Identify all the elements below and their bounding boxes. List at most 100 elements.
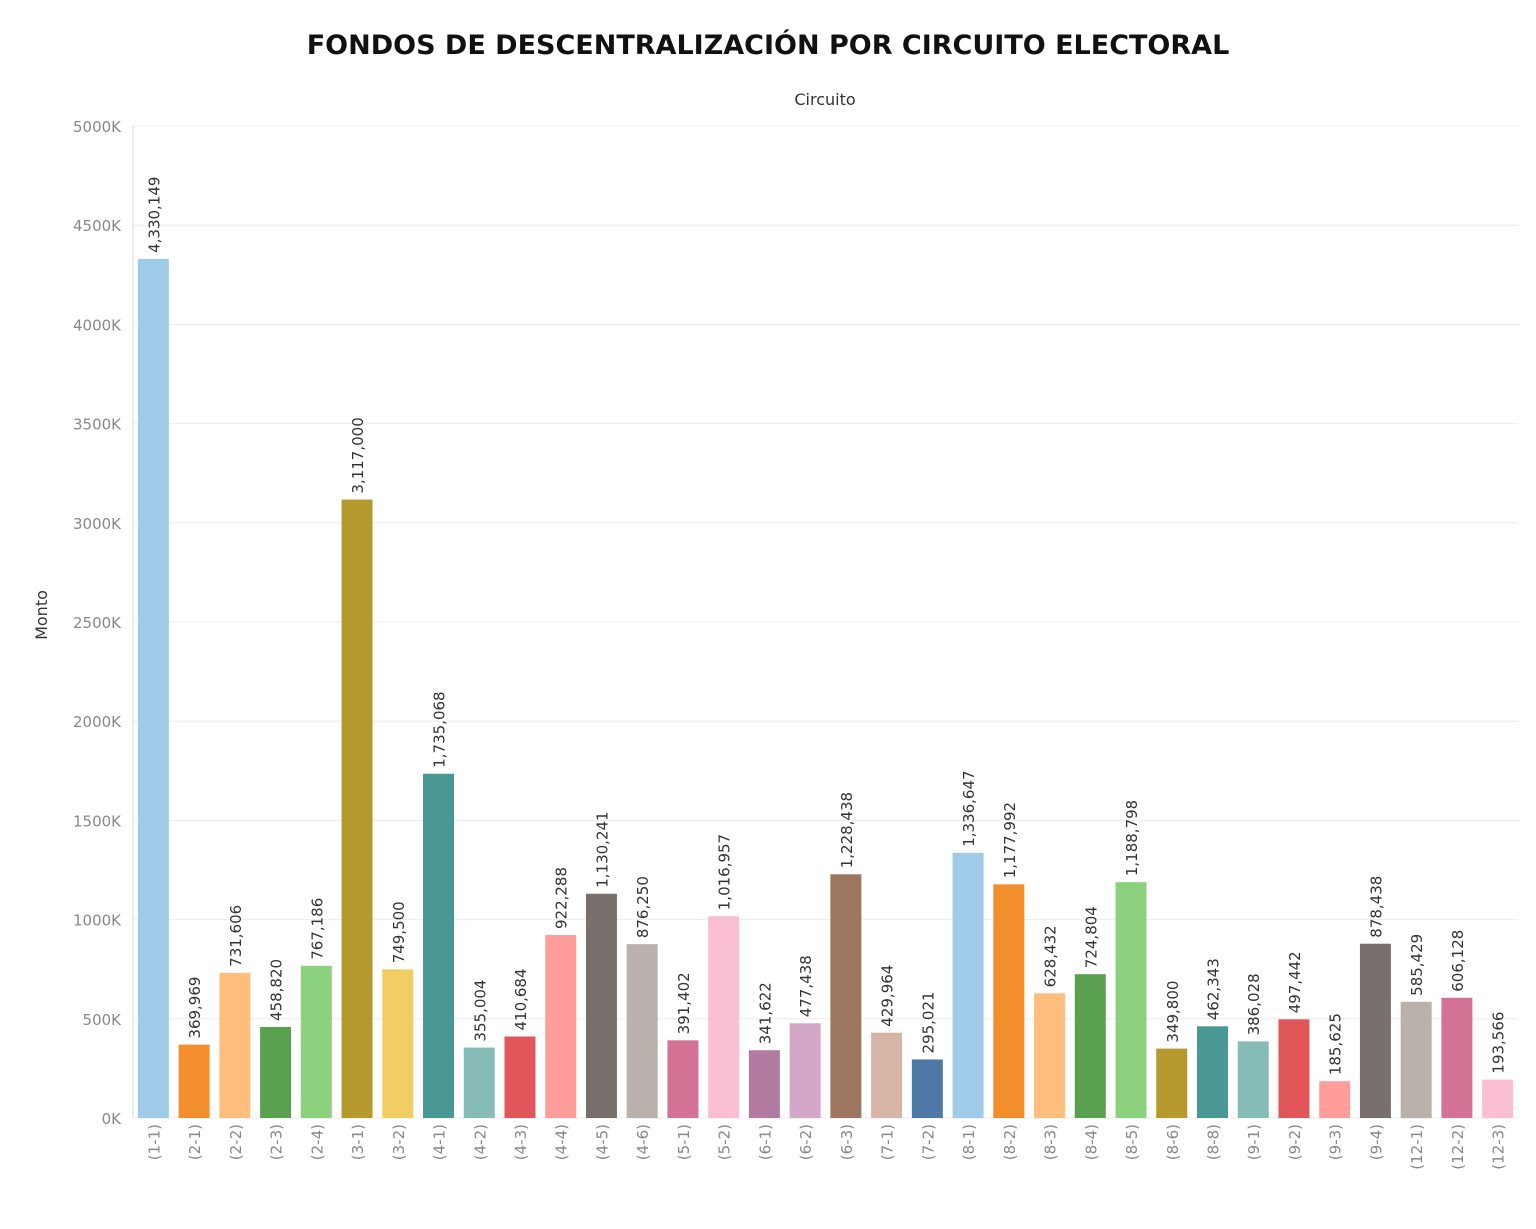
bar-value-label: 1,188,798 — [1123, 800, 1141, 876]
bar — [952, 852, 984, 1118]
bar-value-label: 295,021 — [919, 991, 937, 1053]
category-label: (6-1) — [756, 1124, 774, 1160]
y-tick-label: 4500K — [73, 217, 122, 235]
bar — [178, 1044, 210, 1118]
bar-value-label: 1,336,647 — [960, 770, 978, 846]
bar-value-label: 3,117,000 — [349, 417, 367, 493]
bar-value-label: 355,004 — [471, 980, 489, 1042]
category-label: (5-2) — [716, 1124, 734, 1160]
category-label: (8-3) — [1042, 1124, 1060, 1160]
category-label: (4-2) — [471, 1124, 489, 1160]
bar — [708, 916, 740, 1118]
bar — [1278, 1019, 1310, 1118]
bar — [1237, 1041, 1269, 1118]
bar — [585, 893, 617, 1118]
bar — [545, 935, 577, 1118]
y-tick-label: 1500K — [73, 812, 122, 830]
bar — [341, 499, 373, 1119]
category-label: (2-3) — [268, 1124, 286, 1160]
bars — [137, 258, 1514, 1119]
bar-value-label: 410,684 — [512, 968, 530, 1030]
y-tick-label: 0K — [102, 1110, 123, 1128]
bar-value-label: 731,606 — [227, 905, 245, 967]
y-tick-label: 4000K — [73, 316, 122, 334]
category-label: (3-2) — [390, 1124, 408, 1160]
bar-value-label: 4,330,149 — [145, 177, 163, 253]
category-label: (9-3) — [1327, 1124, 1345, 1160]
bar-value-label: 1,228,438 — [838, 792, 856, 868]
bar-value-label: 876,250 — [634, 876, 652, 938]
bar-value-label: 628,432 — [1042, 925, 1060, 987]
bar — [260, 1026, 292, 1118]
bar-value-label: 193,566 — [1490, 1012, 1508, 1074]
category-label: (2-4) — [308, 1124, 326, 1160]
category-labels: (1-1) (2-1) (2-2) (2-3) (2-4) (3-1) (3-2) (4-1)… — [145, 1124, 1507, 1170]
bar — [1115, 882, 1147, 1118]
bar — [993, 884, 1025, 1118]
bar-value-label: 386,028 — [1245, 973, 1263, 1035]
bar — [1482, 1079, 1514, 1118]
bar — [423, 773, 455, 1118]
bar — [382, 969, 414, 1118]
gridlines — [133, 125, 1518, 1119]
category-label: (9-4) — [1367, 1124, 1385, 1160]
bar — [300, 965, 332, 1118]
category-label: (4-6) — [634, 1124, 652, 1160]
bar-value-label: 1,130,241 — [593, 811, 611, 887]
category-label: (12-2) — [1449, 1124, 1467, 1170]
category-label: (7-2) — [919, 1124, 937, 1160]
bar — [871, 1032, 903, 1118]
y-tick-label: 2500K — [73, 614, 122, 632]
bar — [1196, 1026, 1228, 1118]
bar — [667, 1040, 699, 1118]
bar-value-label: 585,429 — [1408, 934, 1426, 996]
bar — [626, 944, 658, 1118]
bar — [1319, 1081, 1351, 1118]
category-label: (6-3) — [838, 1124, 856, 1160]
category-label: (9-2) — [1286, 1124, 1304, 1160]
y-tick-labels: 0K 500K 1000K 1500K 2000K 2500K 3000K 3500K 4000… — [73, 118, 122, 1128]
category-label: (4-3) — [512, 1124, 530, 1160]
bar-value-label: 458,820 — [268, 959, 286, 1021]
bar-value-label: 1,735,068 — [431, 691, 449, 767]
bar — [1034, 993, 1066, 1118]
bar — [463, 1047, 495, 1118]
y-tick-label: 5000K — [73, 118, 122, 136]
bar-value-label: 477,438 — [797, 955, 815, 1017]
bar-value-label: 767,186 — [308, 898, 326, 960]
value-labels: 4,330,149 369,969 731,606 458,820 767,186 3,1… — [145, 177, 1507, 1076]
category-label: (8-1) — [960, 1124, 978, 1160]
bar-value-label: 497,442 — [1286, 951, 1304, 1013]
y-tick-label: 3500K — [73, 416, 122, 434]
bar — [504, 1036, 536, 1118]
bar — [137, 258, 169, 1118]
bar-value-label: 462,343 — [1204, 958, 1222, 1020]
column-header: Circuito — [794, 90, 856, 109]
category-label: (2-1) — [186, 1124, 204, 1160]
bar-value-label: 749,500 — [390, 901, 408, 963]
category-label: (4-4) — [553, 1124, 571, 1160]
bar-value-label: 349,800 — [1164, 981, 1182, 1043]
category-label: (9-1) — [1245, 1124, 1263, 1160]
bar-value-label: 1,177,992 — [1001, 802, 1019, 878]
bar — [748, 1050, 780, 1118]
category-label: (2-2) — [227, 1124, 245, 1160]
category-label: (12-1) — [1408, 1124, 1426, 1170]
bar-value-label: 878,438 — [1367, 876, 1385, 938]
category-label: (6-2) — [797, 1124, 815, 1160]
bar — [789, 1023, 821, 1118]
category-label: (7-1) — [879, 1124, 897, 1160]
y-tick-label: 500K — [83, 1011, 123, 1029]
category-label: (5-1) — [675, 1124, 693, 1160]
y-tick-label: 2000K — [73, 713, 122, 731]
category-label: (1-1) — [145, 1124, 163, 1160]
chart-title: FONDOS DE DESCENTRALIZACIÓN POR CIRCUITO… — [306, 30, 1230, 61]
y-tick-label: 1000K — [73, 912, 122, 930]
category-label: (8-5) — [1123, 1124, 1141, 1160]
category-label: (8-6) — [1164, 1124, 1182, 1160]
bar-value-label: 724,804 — [1082, 906, 1100, 968]
bar — [1441, 997, 1473, 1118]
bar — [830, 874, 862, 1118]
bar-value-label: 391,402 — [675, 972, 693, 1034]
bar-value-label: 606,128 — [1449, 930, 1467, 992]
